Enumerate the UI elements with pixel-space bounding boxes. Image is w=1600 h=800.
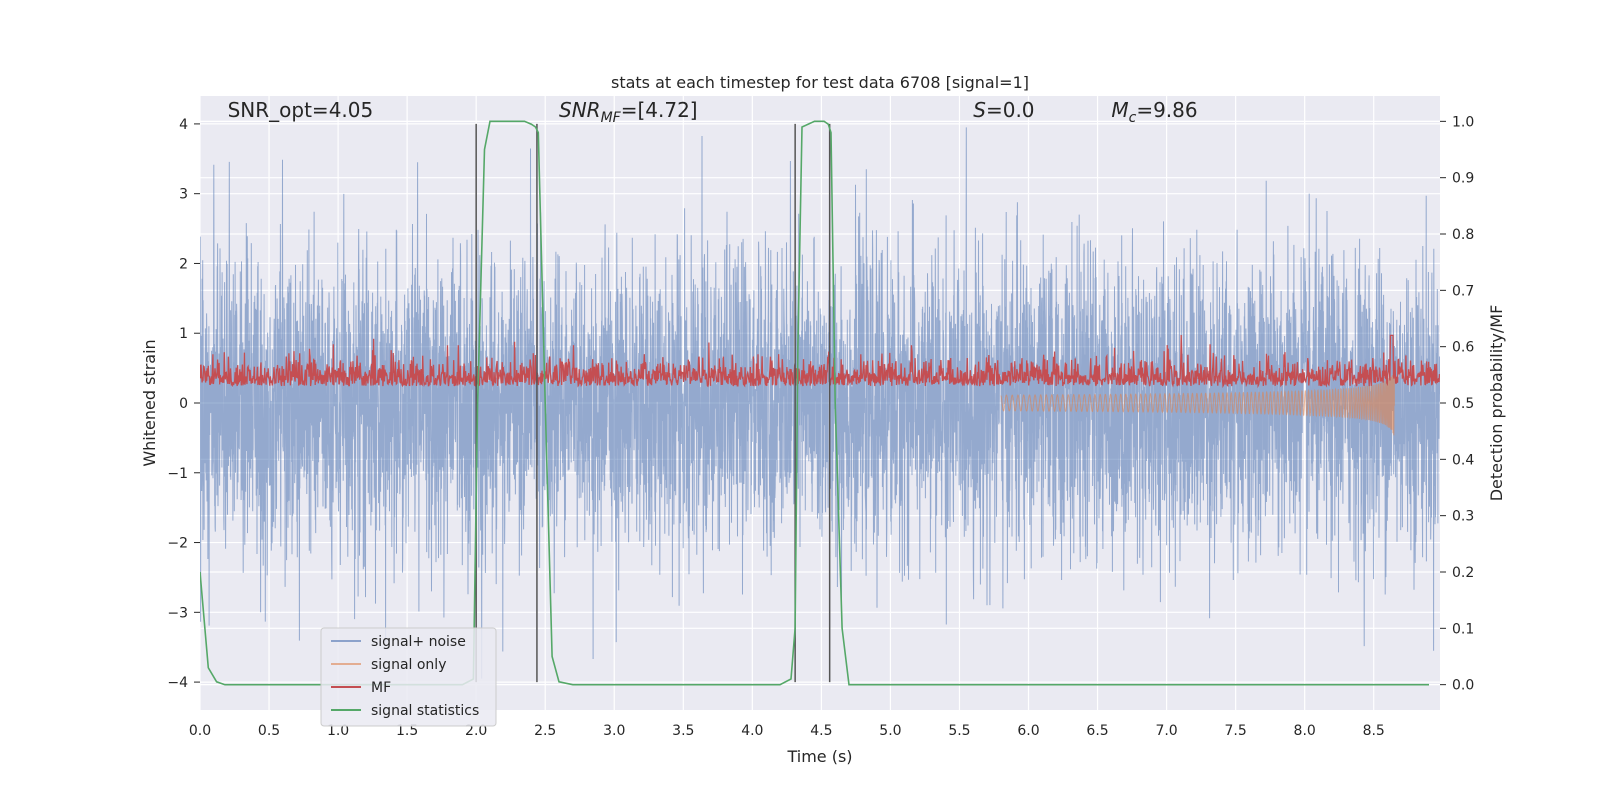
x-tick-label: 6.0: [1017, 723, 1039, 739]
series-mf-line: [200, 334, 1440, 389]
y2-tick-label: 0.0: [1452, 678, 1474, 694]
x-tick-label: 8.0: [1294, 723, 1316, 739]
x-tick-label: 1.5: [396, 723, 418, 739]
legend-box: [320, 627, 497, 727]
annotation-2: S=0.0: [973, 98, 1034, 122]
x-tick-label: 2.0: [465, 723, 487, 739]
y-tick-label: 0: [179, 396, 188, 412]
x-tick-label: 7.0: [1155, 723, 1177, 739]
y2-tick-label: 0.5: [1452, 396, 1474, 412]
y2-tick-label: 0.1: [1452, 621, 1474, 637]
legend-label: signal statistics: [371, 703, 479, 719]
y-tick-label: −3: [167, 605, 188, 621]
annotation-0: SNR_opt=4.05: [228, 98, 374, 122]
x-axis-ticks: 0.0 0.5 1.0 1.5 2.0 2.5 3.0 3.5 4.0 4.5 5.0 5.5 6.0 6…: [189, 723, 1385, 739]
x-tick-label: 5.5: [948, 723, 970, 739]
y-tick-label: −2: [167, 536, 188, 552]
x-axis-label: Time (s): [786, 747, 852, 766]
y-axis-label: Whitened strain: [140, 339, 159, 466]
x-tick-label: 3.0: [603, 723, 625, 739]
annotations: SNR_opt=4.05 SNRMF=[4.72] S=0.0 Mc=9.86: [228, 98, 1198, 126]
y2-axis-label: Detection probability/MF: [1487, 305, 1506, 502]
x-tick-label: 8.5: [1363, 723, 1385, 739]
x-tick-label: 2.5: [534, 723, 556, 739]
legend-entry-mf: MF: [331, 680, 391, 696]
y-tick-label: 2: [179, 256, 188, 272]
y-tick-label: 1: [179, 326, 188, 342]
y-tick-label: −4: [167, 675, 188, 691]
y2-tick-label: 0.7: [1452, 283, 1474, 299]
y2-tick-label: 0.6: [1452, 340, 1474, 356]
x-tick-label: 4.5: [810, 723, 832, 739]
x-tick-label: 0.5: [258, 723, 280, 739]
y2-tick-label: 0.9: [1452, 171, 1474, 187]
y2-tick-label: 0.3: [1452, 509, 1474, 525]
annotation-3: Mc=9.86: [1111, 98, 1197, 126]
x-tick-label: 6.5: [1086, 723, 1108, 739]
y2-tick-label: 0.4: [1452, 452, 1474, 468]
legend: signal+ noise signal only MF signal statist…: [320, 627, 497, 727]
x-tick-label: 4.0: [741, 723, 763, 739]
x-tick-label: 3.5: [672, 723, 694, 739]
legend-label: MF: [371, 680, 391, 696]
y2-tick-label: 1.0: [1452, 114, 1474, 130]
x-tick-label: 0.0: [189, 723, 211, 739]
y-tick-label: 4: [179, 117, 188, 133]
y-axis-ticks: −4 −3 −2 −1 0 1 2 3 4: [167, 117, 200, 691]
y2-tick-label: 0.8: [1452, 227, 1474, 243]
legend-label: signal+ noise: [371, 634, 466, 650]
chart-title: stats at each timestep for test data 670…: [611, 73, 1029, 92]
y2-axis-ticks: 0.0 0.1 0.2 0.3 0.4 0.5 0.6 0.7 0.8 0.9 1.0: [1440, 114, 1474, 694]
y2-tick-label: 0.2: [1452, 565, 1474, 581]
x-tick-label: 1.0: [327, 723, 349, 739]
x-tick-label: 5.0: [879, 723, 901, 739]
legend-entry-signal-only: signal only: [331, 657, 446, 673]
annotation-1: SNRMF=[4.72]: [559, 98, 698, 126]
x-tick-label: 7.5: [1225, 723, 1247, 739]
y-tick-label: 3: [179, 187, 188, 203]
legend-entry-signal-noise: signal+ noise: [331, 634, 466, 650]
series-signal-only-line: [1000, 371, 1395, 436]
legend-entry-signal-statistics: signal statistics: [331, 703, 479, 719]
legend-label: signal only: [371, 657, 446, 673]
y-tick-label: −1: [167, 466, 188, 482]
